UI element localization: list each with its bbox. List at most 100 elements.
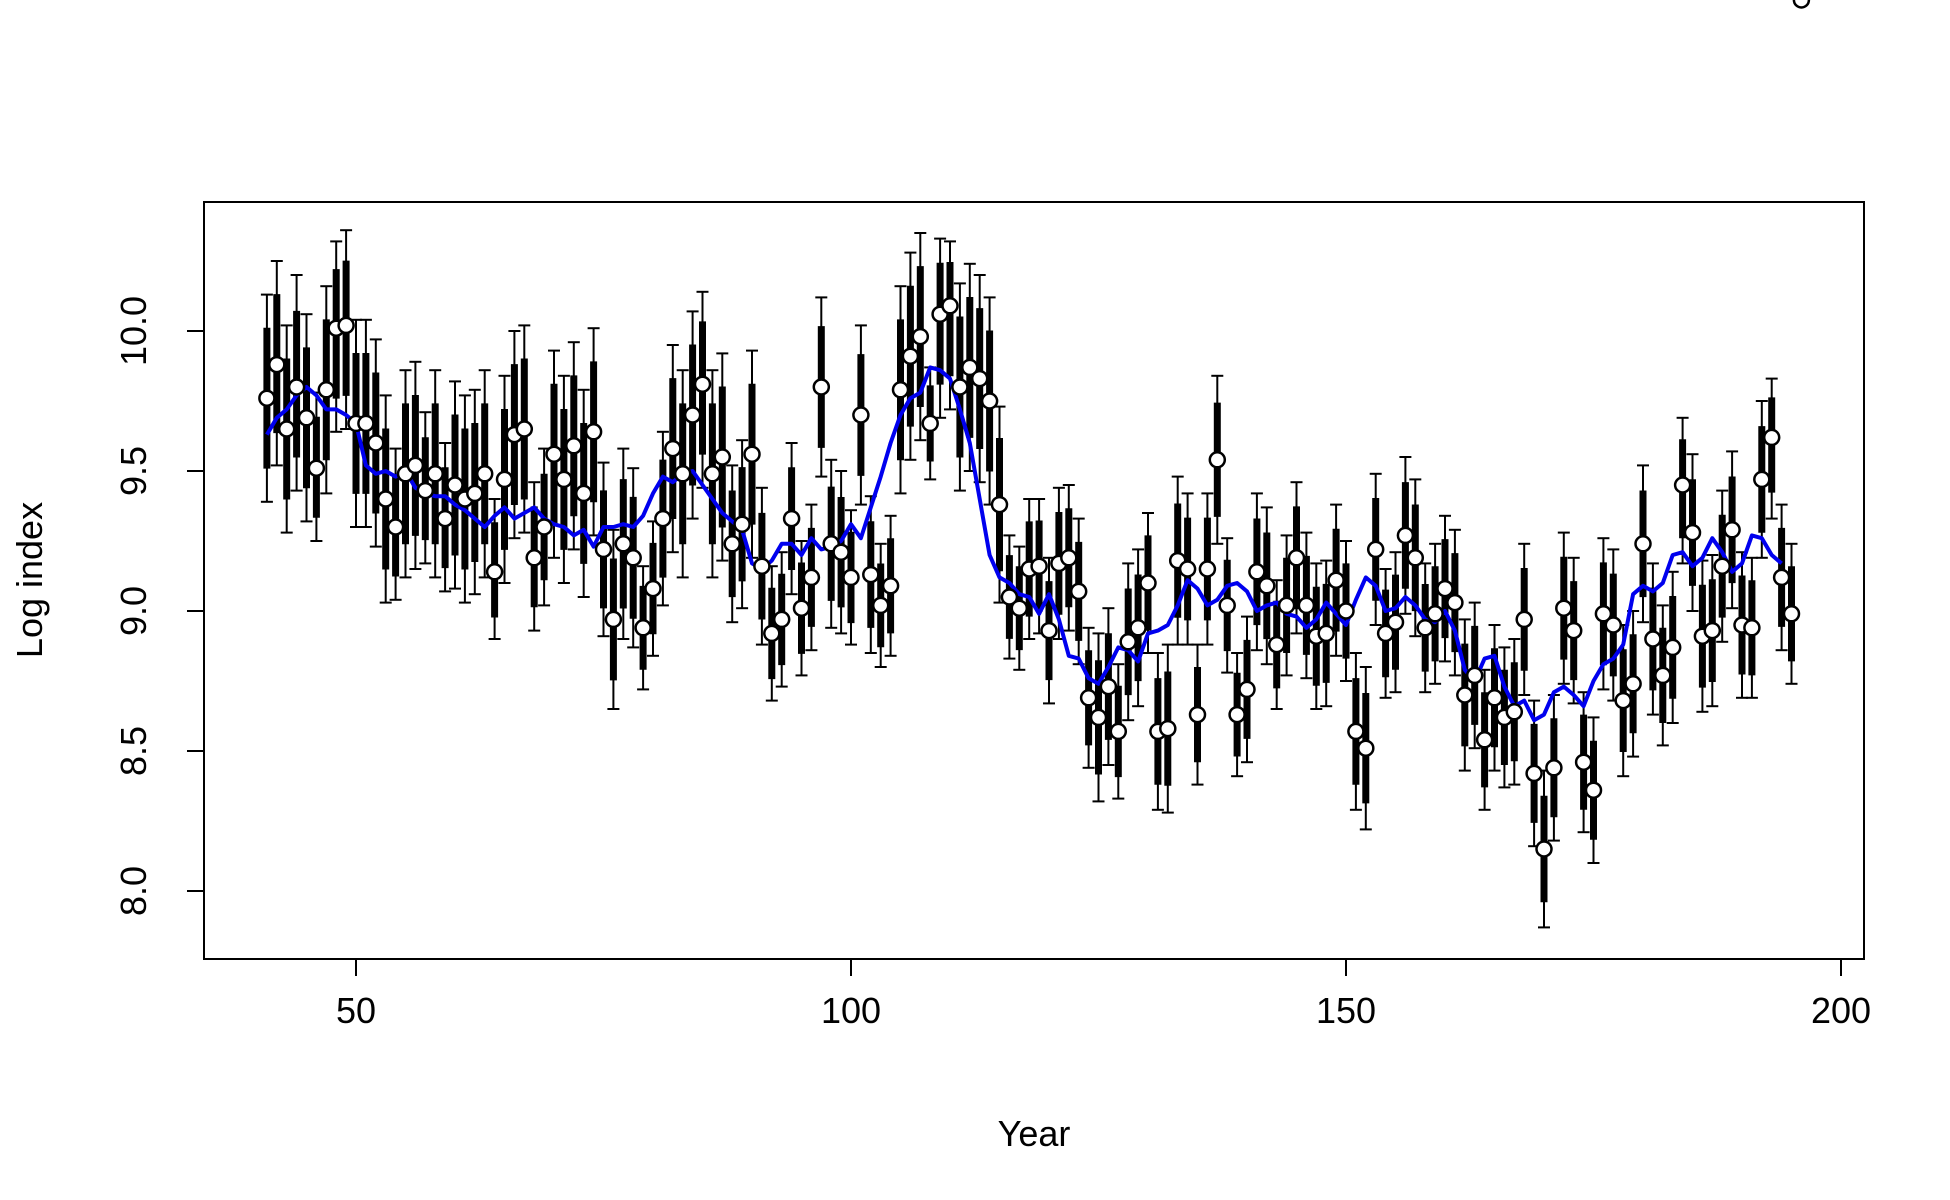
data-point: [1139, 574, 1157, 592]
data-point: [1129, 619, 1147, 637]
data-point: [594, 540, 613, 559]
data-point: [1485, 689, 1504, 707]
data-point: [1624, 675, 1642, 693]
data-point: [565, 437, 583, 455]
data-point: [941, 297, 959, 315]
data-point: [1416, 619, 1434, 637]
data-point: [1159, 719, 1177, 738]
data-point: [1327, 571, 1345, 589]
data-point: [1683, 523, 1702, 542]
data-point: [406, 456, 425, 475]
data-point: [1060, 549, 1078, 567]
data-point: [1535, 840, 1553, 858]
data-point: [911, 327, 930, 346]
data-point: [416, 481, 435, 500]
data-point: [604, 610, 623, 629]
data-point: [1178, 560, 1197, 578]
data-point: [1238, 680, 1256, 699]
data-point: [297, 409, 316, 427]
data-point: [1386, 613, 1405, 631]
data-point: [1584, 781, 1603, 799]
data-point: [1228, 705, 1246, 724]
data-point: [1456, 686, 1474, 704]
data-point: [1654, 666, 1672, 685]
data-point: [1545, 759, 1563, 777]
data-point: [584, 423, 603, 441]
data-point: [901, 347, 920, 365]
data-point: [782, 509, 801, 528]
data-point: [1703, 621, 1722, 640]
data-point: [1515, 610, 1533, 629]
data-point: [1446, 593, 1464, 612]
data-point: [1198, 560, 1217, 578]
data-point: [1762, 428, 1781, 447]
data-point: [1258, 577, 1276, 595]
data-point: [574, 484, 593, 503]
data-point: [990, 495, 1009, 514]
data-point: [891, 381, 910, 399]
data-point: [1723, 521, 1741, 539]
data-point: [1347, 722, 1365, 741]
x-tick-label: 50: [336, 990, 376, 1031]
data-point: [1119, 633, 1137, 651]
data-point: [1188, 705, 1207, 724]
data-point: [753, 557, 771, 575]
data-point: [1505, 703, 1524, 721]
data-point: [386, 518, 405, 536]
data-point: [1287, 549, 1306, 567]
data-point: [1663, 638, 1682, 657]
data-point: [713, 448, 732, 466]
x-tick-label: 150: [1316, 990, 1376, 1031]
data-point: [614, 535, 633, 553]
data-point: [693, 375, 712, 393]
y-tick-label: 9.5: [113, 446, 154, 496]
data-point: [1109, 722, 1128, 741]
data-point: [1267, 635, 1286, 654]
y-tick-label: 8.5: [113, 726, 154, 776]
data-point: [1406, 549, 1425, 567]
data-point: [495, 470, 514, 489]
data-point: [951, 378, 969, 396]
data-point: [852, 406, 870, 424]
data-point: [624, 549, 642, 567]
data-point: [1772, 568, 1791, 587]
data-point: [1010, 599, 1029, 617]
data-point: [317, 381, 336, 399]
data-point: [258, 389, 276, 407]
data-point: [1673, 476, 1692, 494]
data-point: [792, 599, 811, 617]
data-point: [1634, 535, 1652, 553]
data-point: [1297, 596, 1316, 615]
data-point: [1357, 739, 1375, 757]
data-point: [812, 378, 831, 396]
data-point: [1614, 691, 1632, 710]
data-point: [1079, 689, 1098, 707]
data-point: [743, 445, 761, 463]
data-point: [980, 392, 999, 410]
data-point: [881, 577, 900, 595]
data-point: [1000, 588, 1019, 606]
data-point: [1436, 579, 1454, 598]
data-point: [921, 414, 939, 433]
data-point: [871, 596, 890, 615]
error-bar: [1765, 377, 1778, 520]
data-point: [357, 414, 375, 433]
data-point: [466, 484, 484, 503]
data-point: [1465, 666, 1484, 685]
x-axis-label: Year: [998, 1113, 1071, 1154]
data-point: [337, 316, 355, 335]
data-point: [1713, 557, 1731, 575]
data-point: [1376, 624, 1395, 643]
data-point: [683, 406, 702, 424]
data-point: [555, 470, 573, 489]
data-point: [664, 439, 682, 458]
data-point: [961, 358, 979, 377]
data-point: [268, 355, 286, 374]
data-point: [535, 518, 553, 536]
data-point: [1525, 764, 1543, 783]
data-point: [644, 579, 662, 598]
error-bar: [934, 237, 947, 419]
data-point: [1782, 605, 1801, 623]
data-point: [1277, 596, 1296, 615]
